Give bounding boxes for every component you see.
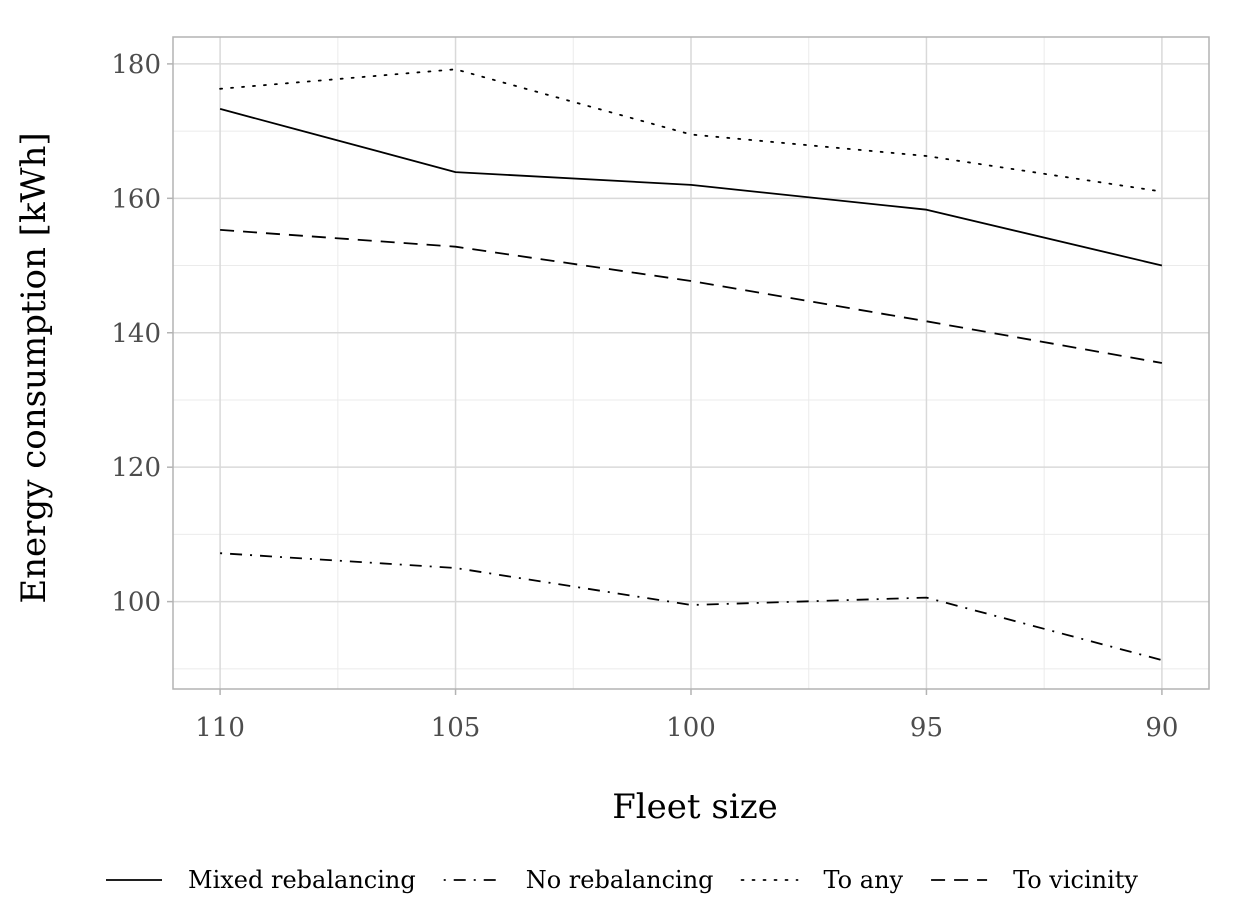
x-tick-label: 100 [666,713,716,743]
legend-item: To any [740,866,904,894]
y-tick-label: 140 [111,319,161,349]
x-tick-label: 105 [431,713,481,743]
series-layer [219,68,1163,661]
x-axis-title: Fleet size [612,787,778,827]
legend-label: No rebalancing [526,866,714,894]
series-line-to-vicinity [220,229,1163,364]
x-tick-label: 95 [910,713,943,743]
y-tick-label: 180 [111,50,161,80]
y-tick-label: 100 [111,588,161,618]
legend-item: No rebalancing [443,866,714,894]
y-axis-title: Energy consumption [kWh] [14,132,54,603]
legend-item: To vicinity [931,866,1138,894]
legend-label: To any [824,866,904,894]
series-line-no-rebalancing [220,552,1163,661]
x-tick-label: 110 [195,713,245,743]
series-line-mixed-rebalancing [219,108,1163,267]
legend-item: Mixed rebalancing [106,866,416,894]
x-tick-label: 90 [1145,713,1178,743]
y-tick-label: 120 [111,453,161,483]
x-axis: 110 105 100 95 90 [195,689,1178,743]
y-axis: 100 120 140 160 180 [111,50,173,618]
legend-label: To vicinity [1013,866,1138,894]
legend: Mixed rebalancing No rebalancing To any To … [106,866,1138,894]
grid-layer [173,37,1209,689]
legend-label: Mixed rebalancing [188,866,416,894]
y-tick-label: 160 [111,184,161,214]
